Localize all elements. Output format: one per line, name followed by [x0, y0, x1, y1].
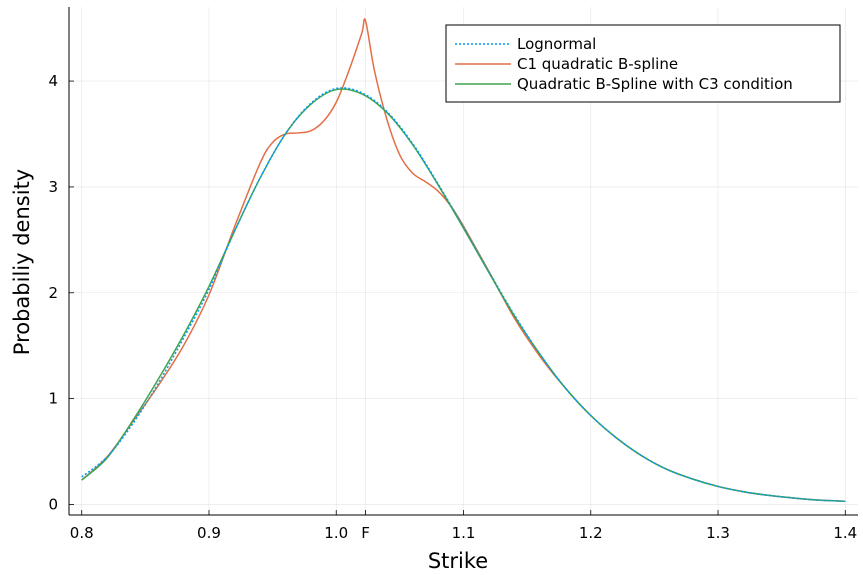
x-tick-label: F [361, 524, 370, 542]
legend: Lognormal C1 quadratic B-spline Quadratic … [445, 24, 841, 103]
x-tick-label: 0.9 [197, 524, 221, 542]
series-layer [81, 18, 846, 502]
x-axis-title: Strike [428, 549, 488, 573]
legend-entry-label: Quadratic B-Spline with C3 condition [517, 75, 793, 93]
y-tick-label: 0 [48, 495, 58, 513]
x-tick-label: 1.1 [452, 524, 476, 542]
y-axis-title: Probabiliy density [10, 169, 34, 355]
y-tick-label: 4 [48, 72, 58, 90]
legend-entry-label: Lognormal [517, 35, 596, 53]
legend-box [445, 24, 841, 103]
x-tick-label: 1.4 [833, 524, 857, 542]
legend-entry-label: C1 quadratic B-spline [517, 55, 678, 73]
x-tick-label: 1.0 [324, 524, 348, 542]
ticks: 0.8 0.9 1.0 F 1.1 1.2 1.3 1.4 0 1 2 3 4 [48, 72, 857, 542]
y-tick-label: 3 [48, 178, 58, 196]
x-tick-label: 1.3 [706, 524, 730, 542]
x-tick-label: 0.8 [70, 524, 94, 542]
y-tick-label: 1 [48, 390, 58, 408]
y-tick-label: 2 [48, 284, 58, 302]
x-tick-label: 1.2 [579, 524, 603, 542]
series-line-lognormal [81, 87, 846, 502]
